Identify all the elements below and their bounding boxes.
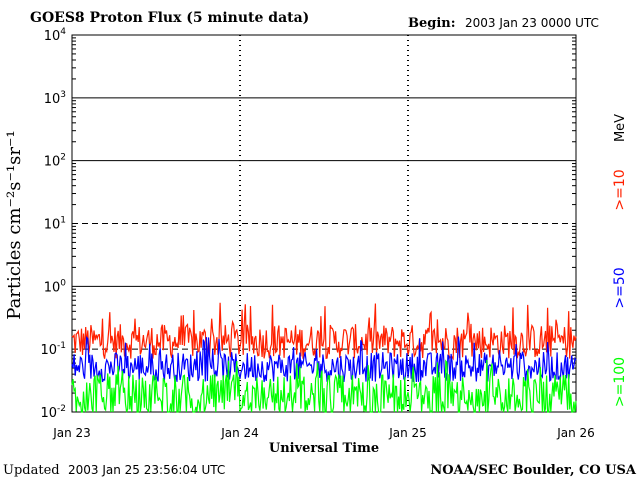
x-axis-label: Universal Time <box>269 441 379 456</box>
y-tick-labels: 10-2 10-1 100 101 102 103 104 <box>40 27 66 421</box>
legend-series-gte10: >=10 <box>612 169 628 210</box>
begin-value: 2003 Jan 23 0000 UTC <box>465 16 599 30</box>
y-axis-label: Particles cm⁻²s⁻¹sr⁻¹ <box>4 130 25 319</box>
x-tick-label: Jan 24 <box>220 426 259 440</box>
chart-title: GOES8 Proton Flux (5 minute data) <box>30 10 309 26</box>
legend-unit-label: MeV <box>613 114 628 142</box>
y-tick-label: 102 <box>44 153 66 170</box>
legend-series-gte100: >=100 <box>612 357 628 407</box>
x-tick-label: Jan 25 <box>388 426 427 440</box>
legend-series-gte50: >=50 <box>612 267 628 308</box>
y-tick-label: 10-1 <box>40 341 66 358</box>
y-tick-label: 101 <box>44 216 66 233</box>
updated-label: Updated <box>3 463 60 478</box>
x-tick-labels: Jan 23 Jan 24 Jan 25 Jan 26 <box>52 426 595 440</box>
x-tick-label: Jan 26 <box>556 426 595 440</box>
y-tick-label: 10-2 <box>40 404 66 421</box>
y-tick-label: 100 <box>44 278 67 295</box>
begin-label: Begin: <box>408 16 456 31</box>
series-layer <box>71 302 577 414</box>
y-tick-label: 103 <box>44 90 66 107</box>
x-tick-label: Jan 23 <box>52 426 91 440</box>
series-line-gte100 <box>71 359 577 414</box>
y-tick-label: 104 <box>44 27 67 44</box>
series-line-gte10 <box>71 302 577 361</box>
updated-value: 2003 Jan 25 23:56:04 UTC <box>68 463 225 477</box>
credit-label: NOAA/SEC Boulder, CO USA <box>430 463 637 478</box>
